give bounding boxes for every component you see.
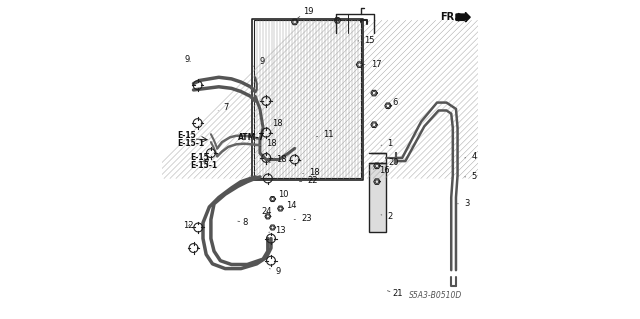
Text: E-15-1: E-15-1 [177,139,204,148]
Bar [253,20,361,178]
Text: 14: 14 [280,201,297,210]
Text: ATM-7: ATM-7 [239,133,266,143]
Text: 18: 18 [260,139,277,148]
Text: 16: 16 [373,166,390,175]
Text: 4: 4 [465,152,476,161]
Text: 17: 17 [364,60,381,69]
Text: FR.: FR. [440,12,458,22]
Text: 1: 1 [381,139,392,148]
Text: E-15-1: E-15-1 [190,161,218,170]
Text: 13: 13 [269,226,285,235]
Text: 7: 7 [218,103,229,112]
Text: 9: 9 [253,57,265,66]
Text: 22: 22 [300,175,318,185]
Text: 9: 9 [185,56,190,64]
Text: E-15: E-15 [190,153,209,162]
Text: 15: 15 [358,36,375,45]
Text: S5A3-B0510D: S5A3-B0510D [408,291,462,300]
Text: 11: 11 [316,130,333,139]
Text: 10: 10 [272,190,289,199]
Text: 18: 18 [266,119,283,128]
Text: 6: 6 [388,98,398,107]
Text: 23: 23 [294,213,312,222]
Text: 12: 12 [184,221,194,230]
Text: 3: 3 [458,199,469,208]
Text: 18: 18 [303,168,319,177]
Text: 5: 5 [465,172,476,182]
Text: 19: 19 [298,7,313,18]
FancyArrow shape [456,12,470,22]
Text: 21: 21 [387,289,403,298]
Text: 9: 9 [269,267,281,276]
Text: 18: 18 [269,155,286,164]
Bar [369,163,387,232]
Text: 8: 8 [238,218,248,227]
Text: 2: 2 [381,212,392,221]
Text: E-15: E-15 [177,131,196,140]
Text: 24: 24 [262,207,272,216]
Text: 20: 20 [381,158,399,167]
